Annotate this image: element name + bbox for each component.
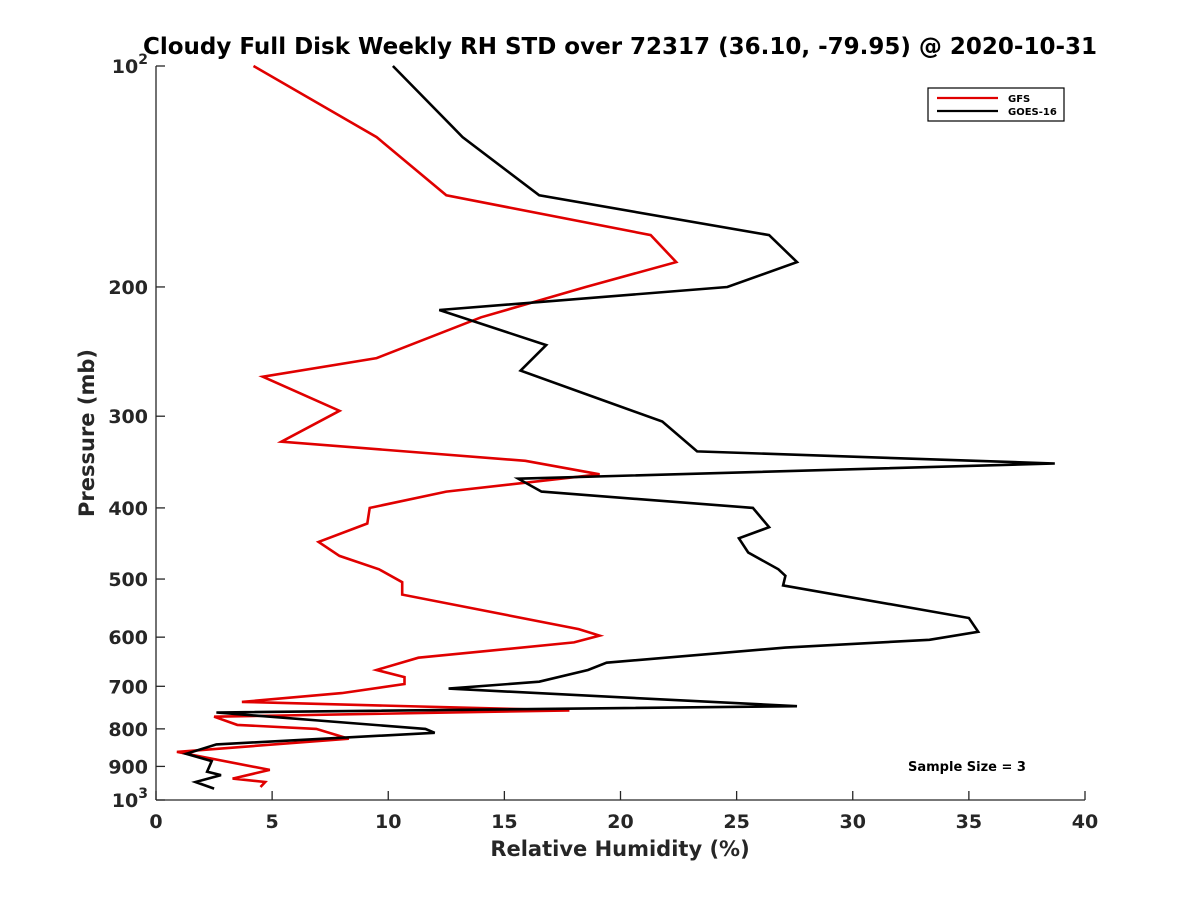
y-tick-label: 300 bbox=[108, 406, 148, 428]
y-tick-label: 400 bbox=[108, 498, 148, 520]
x-tick-label: 5 bbox=[266, 811, 279, 833]
x-tick-label: 15 bbox=[491, 811, 517, 833]
legend-box bbox=[927, 87, 1065, 122]
y-tick-label: 700 bbox=[108, 676, 148, 698]
y-tick-label: 500 bbox=[108, 569, 148, 591]
y-tick-label: 102 bbox=[112, 52, 148, 78]
y-tick-label: 103 bbox=[112, 786, 148, 812]
x-tick-label: 10 bbox=[375, 811, 401, 833]
x-tick-label: 30 bbox=[840, 811, 866, 833]
x-tick-label: 35 bbox=[956, 811, 982, 833]
y-axis-title: Pressure (mb) bbox=[75, 349, 99, 517]
sample-size-annotation: Sample Size = 3 bbox=[908, 760, 1026, 775]
legend-label-gfs: GFS bbox=[1008, 94, 1030, 105]
y-tick-label: 200 bbox=[108, 277, 148, 299]
chart-title: Cloudy Full Disk Weekly RH STD over 7231… bbox=[143, 34, 1097, 60]
axes-layer: 0 5 10 15 20 25 30 35 40 102 200 300 400 500 600 700 800… bbox=[108, 52, 1098, 833]
y-tick-label: 900 bbox=[108, 756, 148, 778]
y-tick-label: 600 bbox=[108, 627, 148, 649]
legend-label-goes16: GOES-16 bbox=[1008, 107, 1057, 118]
series-line-gfs bbox=[176, 64, 679, 788]
legend: GFS GOES-16 bbox=[927, 87, 1065, 122]
x-tick-label: 40 bbox=[1072, 811, 1098, 833]
series-line-goes16 bbox=[181, 65, 1055, 790]
x-axis-title: Relative Humidity (%) bbox=[490, 837, 749, 861]
x-tick-label: 20 bbox=[607, 811, 633, 833]
y-tick-label: 800 bbox=[108, 719, 148, 741]
series-layer bbox=[176, 64, 1055, 790]
x-tick-label: 0 bbox=[149, 811, 162, 833]
x-tick-label: 25 bbox=[723, 811, 749, 833]
